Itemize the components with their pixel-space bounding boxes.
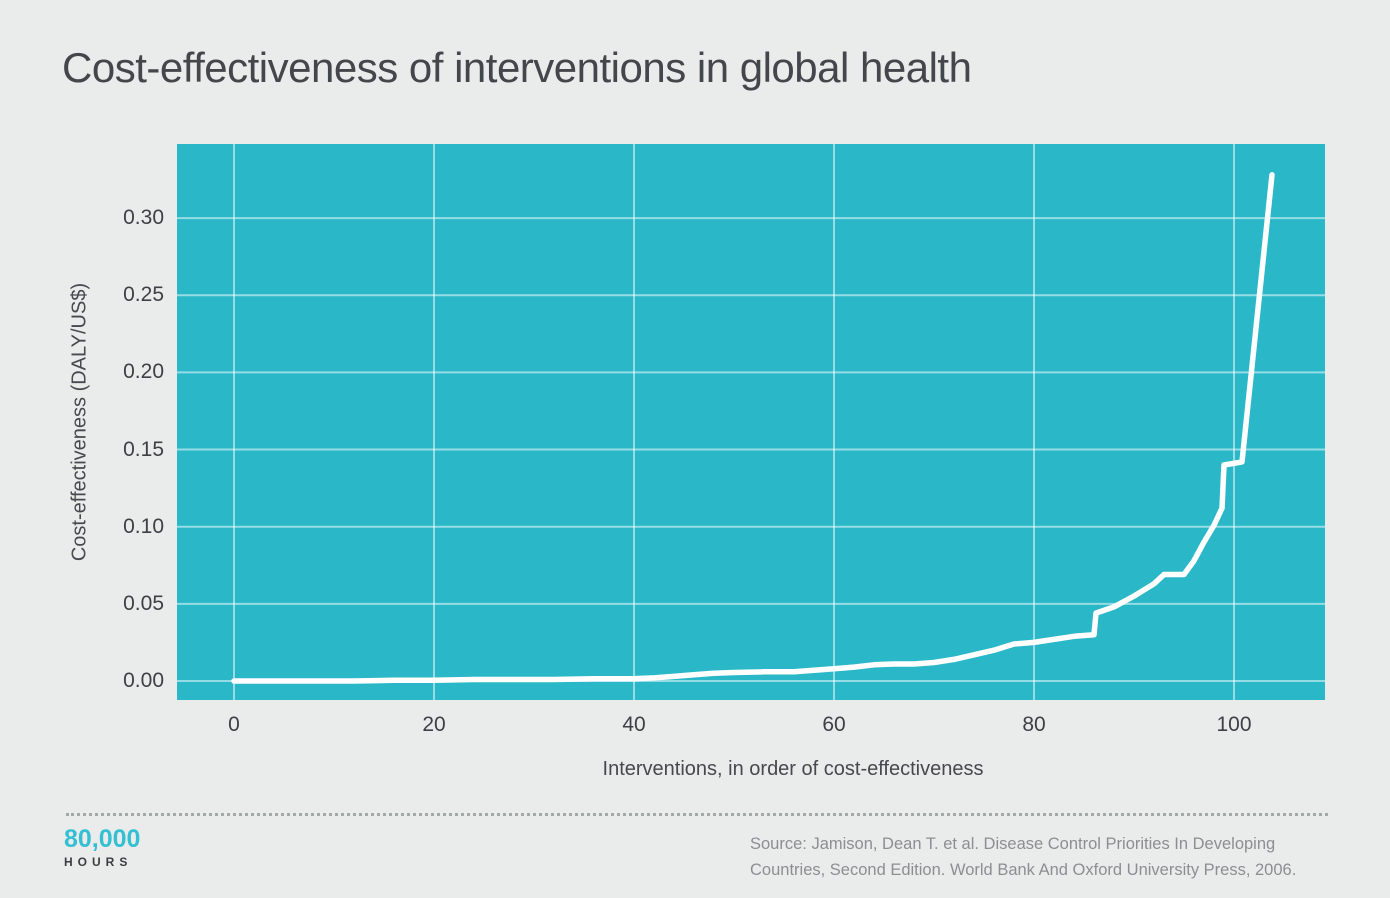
eighty-thousand-hours-logo: 80,000 HOURS (64, 826, 140, 869)
logo-hours-text: HOURS (64, 855, 133, 869)
y-tick-label: 0.15 (123, 437, 164, 461)
y-tick-label: 0.20 (123, 360, 164, 384)
x-tick-label: 0 (228, 713, 240, 736)
cost-effectiveness-line (231, 172, 1275, 684)
footer-divider-dotted-line (66, 813, 1328, 816)
x-tick-label: 100 (1216, 713, 1252, 736)
y-axis-title: Cost-effectiveness (DALY/US$) (68, 282, 91, 562)
x-axis-title: Interventions, in order of cost-effectiv… (602, 758, 984, 780)
chart-canvas (177, 144, 1325, 700)
gridlines (177, 144, 1325, 700)
source-line-1: Source: Jamison, Dean T. et al. Disease … (750, 835, 1276, 853)
x-tick-label: 80 (1022, 713, 1046, 736)
y-tick-label: 0.00 (123, 669, 164, 693)
x-tick-label: 60 (822, 713, 846, 736)
logo-80000-text: 80,000 (64, 825, 141, 853)
y-tick-label: 0.05 (123, 591, 164, 615)
x-tick-label: 20 (422, 713, 446, 736)
x-tick-label: 40 (622, 713, 646, 736)
y-tick-label: 0.10 (123, 514, 164, 538)
plot-area (177, 144, 1325, 700)
y-tick-label: 0.30 (123, 206, 164, 230)
chart-title: Cost-effectiveness of interventions in g… (62, 44, 972, 91)
y-tick-label: 0.25 (123, 283, 164, 307)
source-citation: Source: Jamison, Dean T. et al. Disease … (750, 831, 1296, 883)
source-line-2: Countries, Second Edition. World Bank An… (750, 861, 1297, 879)
